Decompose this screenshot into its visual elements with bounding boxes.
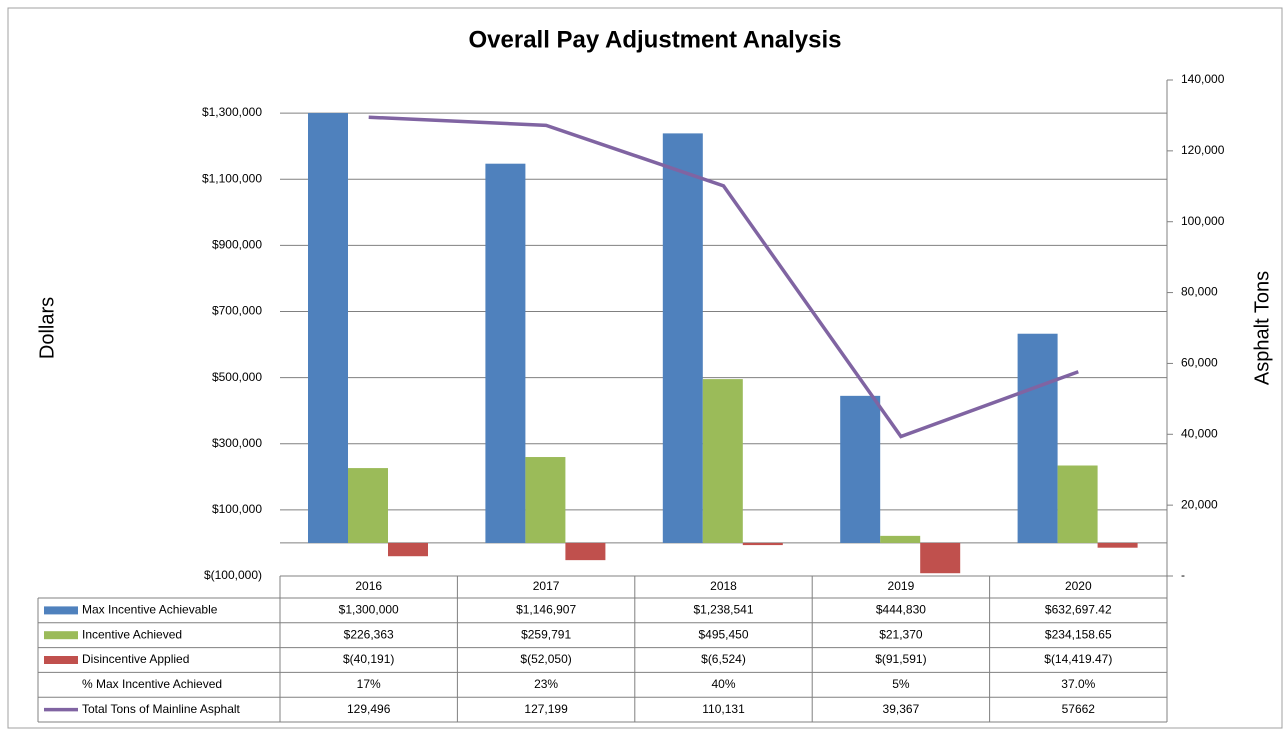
y-tick-label: $900,000 [212, 238, 262, 252]
y-tick-label: $(100,000) [204, 568, 262, 582]
legend-label: Disincentive Applied [82, 652, 189, 666]
bar [388, 542, 428, 557]
bar [742, 542, 783, 546]
bar [485, 163, 526, 543]
bar [308, 113, 348, 543]
table-cell: $259,791 [521, 627, 571, 641]
y2-tick-label: 60,000 [1181, 356, 1218, 370]
bar [702, 379, 743, 543]
bar [1017, 333, 1058, 543]
table-cell: $1,238,541 [693, 603, 753, 617]
y-tick-label: $100,000 [212, 502, 262, 516]
x-tick-label: 2018 [710, 579, 737, 593]
bar [662, 133, 703, 543]
table-cell: 110,131 [702, 702, 745, 716]
legend-label: % Max Incentive Achieved [82, 677, 222, 691]
table-cell: 37.0% [1061, 677, 1095, 691]
bar [1097, 542, 1138, 548]
table-cell: $(6,524) [701, 652, 746, 666]
y2-tick-label: 40,000 [1181, 426, 1218, 440]
legend-key [44, 656, 78, 664]
table-cell: $226,363 [344, 627, 394, 641]
bar [565, 542, 606, 561]
table-cell: 40% [711, 677, 735, 691]
table-cell: 57662 [1062, 702, 1096, 716]
legend-label: Incentive Achieved [82, 627, 182, 641]
legend-key [44, 606, 78, 615]
table-cell: 5% [892, 677, 910, 691]
bar [920, 542, 961, 574]
legend-label: Total Tons of Mainline Asphalt [82, 702, 241, 716]
y2-tick-label: 140,000 [1181, 72, 1225, 86]
table-cell: 127,199 [524, 702, 568, 716]
x-tick-label: 2017 [533, 579, 560, 593]
y-tick-label: $500,000 [212, 370, 262, 384]
bar [1057, 465, 1098, 543]
x-tick-label: 2019 [888, 579, 915, 593]
y2-tick-label: 80,000 [1181, 285, 1218, 299]
y-axis-title: Dollars [36, 297, 58, 359]
legend-key [44, 631, 78, 640]
bar [880, 535, 921, 543]
chart-title: Overall Pay Adjustment Analysis [468, 26, 841, 53]
y2-tick-label: 20,000 [1181, 497, 1218, 511]
bar [525, 457, 566, 543]
table-cell: $(14,419.47) [1044, 652, 1112, 666]
line-series [368, 115, 1079, 439]
y2-axis-title: Asphalt Tons [1251, 271, 1273, 385]
y-tick-label: $1,100,000 [202, 171, 262, 185]
table-cell: $444,830 [876, 603, 926, 617]
y2-tick-label: 120,000 [1181, 143, 1225, 157]
table-cell: 23% [534, 677, 558, 691]
y-tick-label: $300,000 [212, 436, 262, 450]
table-cell: $1,146,907 [516, 603, 576, 617]
y2-tick-label: - [1181, 568, 1185, 582]
bar [840, 395, 881, 543]
y-tick-label: $700,000 [212, 304, 262, 318]
table-cell: $234,158.65 [1045, 627, 1112, 641]
table-cell: $21,370 [879, 627, 923, 641]
table-cell: $(91,591) [875, 652, 926, 666]
table-cell: $495,450 [698, 627, 748, 641]
table-cell: 17% [357, 677, 381, 691]
table-cell: $(40,191) [343, 652, 394, 666]
y-tick-label: $1,300,000 [202, 105, 262, 119]
chart-frame [7, 7, 1283, 729]
x-tick-label: 2016 [355, 579, 382, 593]
x-tick-label: 2020 [1065, 579, 1092, 593]
y2-tick-label: 100,000 [1181, 214, 1225, 228]
table-cell: $1,300,000 [339, 603, 399, 617]
bar [348, 468, 388, 543]
table-cell: 129,496 [347, 702, 391, 716]
table-cell: $632,697.42 [1045, 603, 1112, 617]
table-cell: 39,367 [883, 702, 920, 716]
legend-label: Max Incentive Achievable [82, 603, 218, 617]
table-cell: $(52,050) [520, 652, 571, 666]
